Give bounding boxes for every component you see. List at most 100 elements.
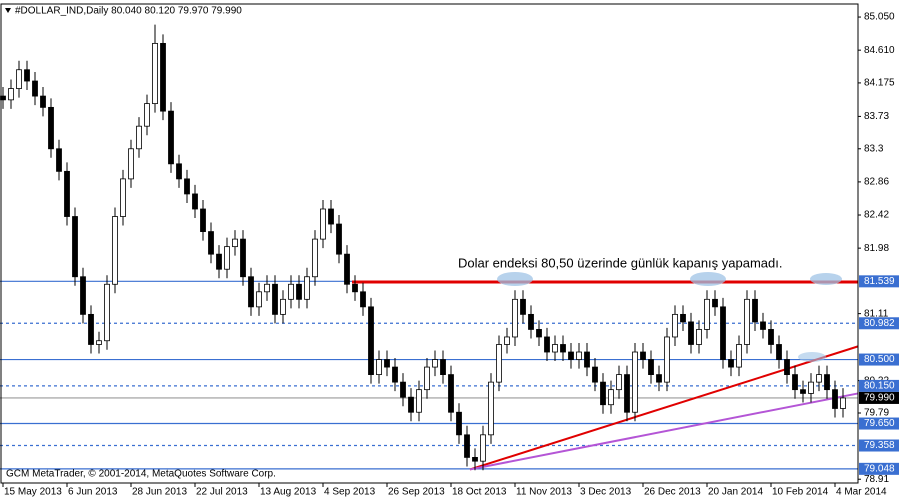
x-tick-label: 18 Oct 2013 <box>452 487 507 498</box>
candle-body <box>336 223 342 255</box>
candle-body <box>592 366 598 383</box>
candle-body <box>672 313 678 338</box>
candle-body <box>32 80 38 97</box>
candle-body <box>64 170 70 217</box>
candle-body <box>624 374 630 413</box>
candle-body <box>88 313 94 345</box>
candle-body <box>472 457 478 462</box>
candle-body <box>192 193 198 210</box>
candle-body <box>224 246 230 270</box>
level-label-box <box>859 317 899 330</box>
candle-body <box>440 359 446 376</box>
candle-body <box>24 69 30 82</box>
y-tick-label: 81.98 <box>864 243 889 254</box>
candle-body <box>288 283 294 300</box>
candle-body <box>328 208 334 225</box>
candle-body <box>576 351 582 360</box>
candle-body <box>296 283 302 300</box>
candle-body <box>416 389 422 413</box>
level-label-box <box>859 275 899 288</box>
y-tick-label: 83.73 <box>864 111 889 122</box>
candle-body <box>648 359 654 376</box>
level-label: 80.500 <box>864 354 895 365</box>
annotation: Dolar endeksi 80,50 üzerinde günlük kapa… <box>458 255 783 270</box>
candle-body <box>744 298 750 345</box>
candle-body <box>544 336 550 353</box>
candle-body <box>152 42 158 105</box>
y-tick-label: 83.3 <box>864 143 884 154</box>
candle-body <box>816 374 822 383</box>
candle-body <box>112 216 118 285</box>
candle-body <box>248 276 254 308</box>
candle-body <box>512 298 518 338</box>
candle-body <box>832 389 838 409</box>
candle-body <box>360 291 366 308</box>
candle-body <box>208 231 214 255</box>
candle-body <box>736 344 742 368</box>
x-tick-label: 28 Jun 2013 <box>132 487 187 498</box>
level-label-box <box>859 417 899 430</box>
candle-body <box>824 374 830 391</box>
level-label-box <box>859 391 899 404</box>
candle-body <box>232 238 238 248</box>
x-tick-label: 4 Mar 2014 <box>836 487 887 498</box>
candle-body <box>160 42 166 112</box>
level-label-box <box>859 353 899 366</box>
candle-body <box>96 340 102 345</box>
candle-body <box>48 106 54 150</box>
candle-body <box>376 359 382 376</box>
candle-body <box>752 298 758 323</box>
candle-body <box>704 298 710 330</box>
y-tick-label: 81.11 <box>864 308 889 319</box>
candle-body <box>528 313 534 330</box>
level-label: 80.150 <box>864 381 895 392</box>
y-tick-label: 82.42 <box>864 210 889 221</box>
candle-body <box>256 291 262 308</box>
candle-body <box>240 238 246 278</box>
candle-body <box>600 381 606 406</box>
x-tick-label: 26 Dec 2013 <box>644 487 701 498</box>
candle-body <box>656 374 662 383</box>
candle-body <box>800 389 806 394</box>
highlight <box>798 352 826 362</box>
candle-body <box>384 359 390 368</box>
candle-body <box>448 374 454 413</box>
level-label: 79.358 <box>864 440 895 451</box>
candle-body <box>840 397 846 409</box>
candle-body <box>432 359 438 368</box>
candle-body <box>40 95 46 108</box>
menu-arrow <box>5 8 11 13</box>
candle-body <box>680 313 686 323</box>
candle-body <box>632 351 638 413</box>
x-tick-label: 11 Nov 2013 <box>516 487 572 498</box>
y-tick-label: 85.050 <box>864 12 895 23</box>
candle-body <box>520 298 526 315</box>
candle-body <box>504 336 510 345</box>
y-tick-label: 82.86 <box>864 177 889 188</box>
candle-body <box>424 366 430 391</box>
candle-body <box>104 283 110 342</box>
candle-body <box>80 276 86 315</box>
candle-body <box>200 208 206 232</box>
candle-body <box>664 336 670 383</box>
candle-body <box>496 344 502 383</box>
candle-body <box>16 69 22 89</box>
candle-body <box>144 103 150 127</box>
candle-body <box>8 88 14 101</box>
x-tick-label: 15 May 2013 <box>4 487 62 498</box>
x-tick-label: 4 Sep 2013 <box>324 487 376 498</box>
x-tick-label: 3 Dec 2013 <box>580 487 632 498</box>
candle-body <box>352 283 358 293</box>
candle-body <box>568 351 574 360</box>
y-tick-label: 79.79 <box>864 408 889 419</box>
candle-body <box>72 216 78 278</box>
chart-info: #DOLLAR_IND,Daily 80.040 80.120 79.970 7… <box>15 6 242 17</box>
candle-body <box>168 110 174 165</box>
candle-body <box>128 148 134 180</box>
candle-body <box>456 411 462 436</box>
candle-body <box>584 351 590 368</box>
candle-body <box>776 344 782 360</box>
trend-line <box>469 392 859 471</box>
candle-body <box>552 344 558 353</box>
candle-body <box>640 351 646 360</box>
